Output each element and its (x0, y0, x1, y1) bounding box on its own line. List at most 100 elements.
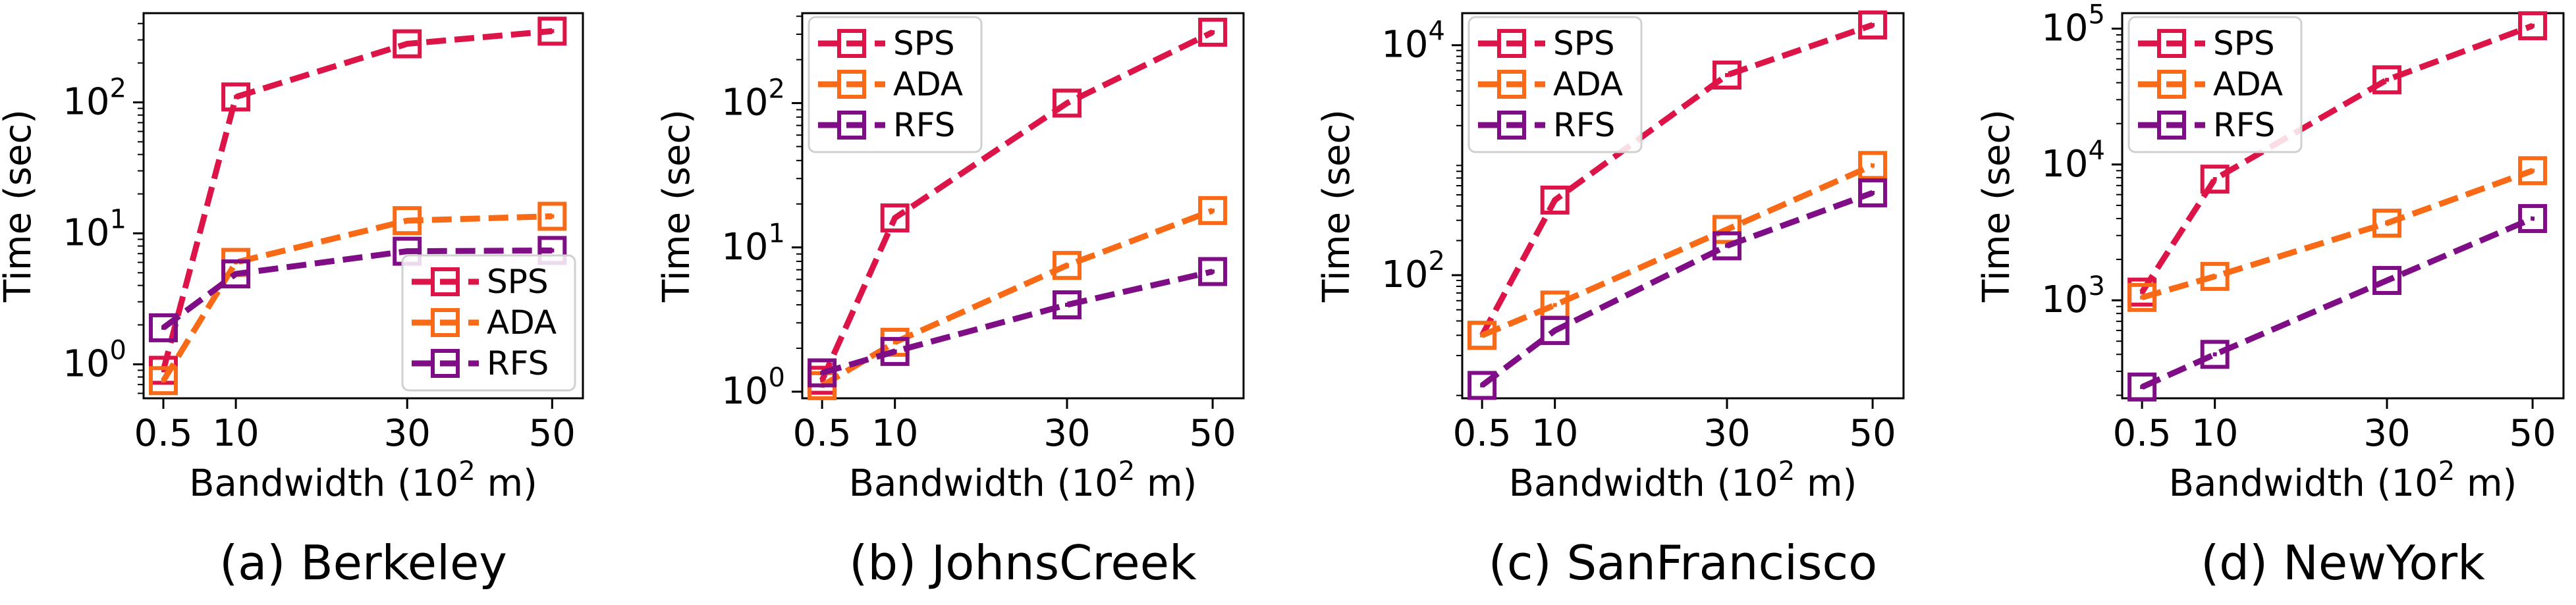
data-point-dot (161, 379, 166, 383)
data-point-dot (2140, 295, 2145, 300)
legend-label-ada: ADA (487, 303, 557, 342)
data-point-marker (149, 366, 178, 396)
data-point-marker (1053, 290, 1082, 320)
legend-label-ada: ADA (893, 65, 963, 103)
axes-frame (801, 12, 1245, 400)
x-tick-label: 0.5 (1453, 412, 1512, 455)
data-point-dot (2531, 216, 2535, 221)
legend-frame (808, 16, 983, 153)
x-axis-label-superscript: 2 (1778, 456, 1795, 487)
data-point-marker (1053, 251, 1082, 280)
data-point-dot (2212, 352, 2217, 357)
data-point-dot (1211, 30, 1215, 34)
legend-marker (2157, 29, 2186, 58)
y-tick-exponent: 2 (1429, 246, 1445, 276)
legend-label-sps: SPS (487, 263, 549, 301)
y-tick-base: 10 (1381, 24, 1428, 66)
legend-marker (1497, 70, 1526, 99)
y-tick-base: 10 (1381, 253, 1428, 296)
data-point-marker (1467, 321, 1497, 350)
data-point-marker (2200, 165, 2230, 194)
y-tick-label: 101 (63, 204, 126, 254)
data-point-marker (2518, 11, 2548, 41)
legend-label-sps: SPS (2213, 24, 2275, 63)
legend-frame (2127, 16, 2303, 153)
data-point-dot (234, 95, 238, 99)
data-point-marker (1713, 231, 1741, 261)
x-tick-label: 0.5 (134, 412, 192, 455)
y-tick-base: 10 (63, 211, 109, 254)
x-tick-label: 50 (1849, 412, 1896, 455)
x-tick-label: 30 (384, 412, 431, 455)
y-tick-base: 10 (721, 226, 768, 269)
x-axis-label-main: Bandwidth (10 (2169, 462, 2438, 505)
data-point-dot (2531, 169, 2535, 173)
data-point-marker (1713, 215, 1741, 244)
axes-frame (142, 12, 584, 400)
data-point-dot (405, 249, 410, 253)
legend-marker (2157, 70, 2186, 99)
data-point-dot (2385, 221, 2389, 225)
series-line (819, 29, 1215, 382)
legend-label-ada: ADA (2213, 65, 2283, 103)
y-axis-label: Time (sec) (655, 109, 698, 303)
y-tick-base: 10 (2041, 143, 2088, 186)
legend-label-rfs: RFS (1553, 106, 1615, 144)
data-point-dot (2140, 384, 2145, 389)
x-tick-label: 10 (1531, 412, 1578, 455)
data-point-marker (1198, 196, 1228, 225)
data-point-marker (2200, 340, 2230, 369)
series-rfs (149, 236, 567, 342)
x-tick-label: 30 (1703, 412, 1750, 455)
data-point-marker (1467, 371, 1497, 400)
legend-label-rfs: RFS (893, 106, 955, 144)
y-tick-exponent: 0 (110, 335, 126, 365)
y-tick-base: 10 (2041, 7, 2088, 50)
y-tick-label: 100 (721, 363, 785, 413)
y-axis-label: Time (sec) (1975, 109, 2018, 303)
data-point-dot (161, 325, 166, 330)
data-point-dot (2385, 78, 2389, 82)
x-axis-label-tail: m) (1135, 462, 1197, 505)
y-tick-label: 100 (63, 335, 126, 385)
y-tick-base: 10 (2041, 278, 2088, 321)
y-tick-exponent: 2 (769, 74, 785, 105)
data-point-dot (1552, 197, 1557, 202)
data-point-marker (393, 29, 422, 59)
data-point-dot (1211, 208, 1215, 213)
data-point-dot (820, 371, 825, 375)
data-point-marker (221, 82, 251, 112)
series-ada (2127, 156, 2548, 312)
series-line (161, 213, 553, 382)
y-tick-label: 105 (2041, 0, 2105, 50)
data-point-dot (1725, 73, 1729, 78)
data-point-dot (1725, 227, 1729, 232)
data-point-dot (550, 248, 555, 253)
data-point-dot (892, 349, 897, 354)
data-point-marker (1053, 88, 1082, 118)
legend-marker (1497, 111, 1526, 140)
subfigure-caption: (a) Berkeley (219, 535, 507, 591)
x-tick-label: 50 (1189, 412, 1236, 455)
x-axis-label: Bandwidth (102 m) (849, 456, 1197, 505)
x-tick-label: 30 (1043, 412, 1090, 455)
x-tick-label: 50 (2509, 412, 2556, 455)
x-axis-label: Bandwidth (102 m) (1509, 456, 1857, 505)
subfigure-caption: (c) SanFrancisco (1489, 535, 1877, 591)
data-point-dot (1871, 22, 1875, 27)
data-point-dot (1065, 303, 1069, 307)
series-line (160, 28, 553, 371)
legend-marker (1497, 29, 1526, 58)
data-point-marker (2518, 203, 2548, 233)
data-point-marker (2127, 282, 2157, 312)
y-tick-exponent: 3 (2089, 271, 2105, 302)
y-tick-exponent: 4 (2089, 136, 2105, 166)
x-tick-label: 0.5 (2113, 412, 2172, 455)
x-axis-label-main: Bandwidth (10 (1509, 462, 1778, 505)
data-point-dot (1065, 101, 1069, 105)
legend-frame (401, 254, 576, 392)
